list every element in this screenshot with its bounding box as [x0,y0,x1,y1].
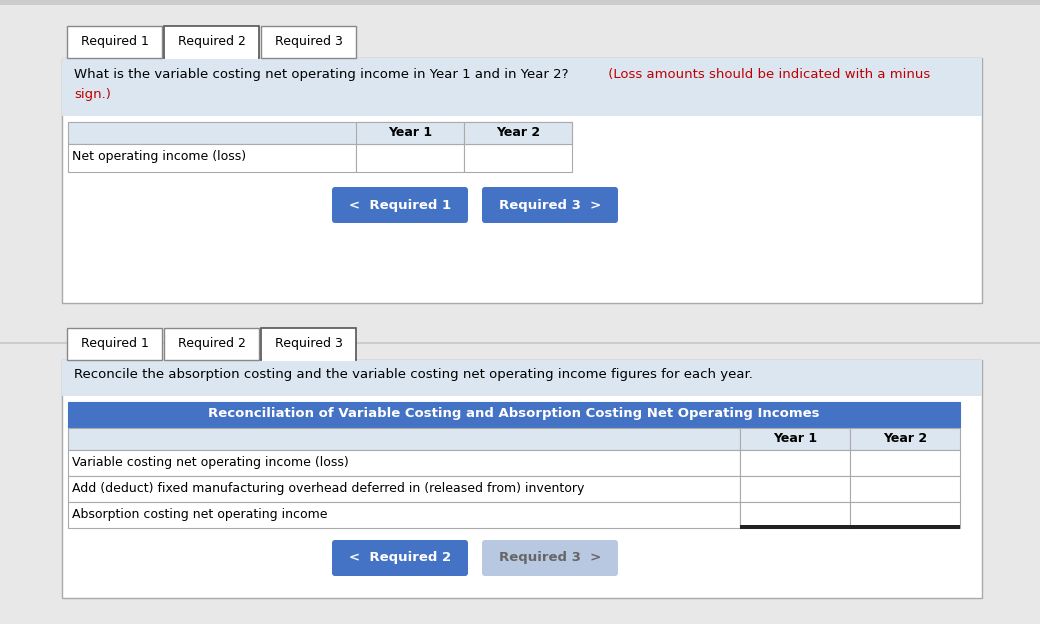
Text: sign.): sign.) [74,88,111,101]
Bar [165,56,258,59]
Bar [740,476,850,502]
Bar [62,58,982,303]
Text: Required 3  >: Required 3 > [499,552,601,565]
Bar [356,144,464,172]
Bar [740,428,850,450]
Bar [68,122,572,144]
Bar [62,58,982,116]
Text: Year 1: Year 1 [388,126,432,139]
Text: Year 2: Year 2 [496,126,540,139]
Text: Required 3: Required 3 [275,36,342,49]
Bar [740,525,960,527]
Bar [740,527,960,529]
Bar [0,342,1040,344]
FancyBboxPatch shape [332,540,468,576]
Bar [68,502,740,528]
Text: (Loss amounts should be indicated with a minus: (Loss amounts should be indicated with a… [604,68,930,81]
Text: Variable costing net operating income (loss): Variable costing net operating income (l… [72,456,348,469]
FancyBboxPatch shape [482,187,618,223]
Bar [68,402,960,428]
Bar [850,428,960,450]
Bar [850,476,960,502]
Bar [62,360,982,396]
Text: <  Required 2: < Required 2 [349,552,451,565]
FancyBboxPatch shape [332,187,468,223]
Text: Add (deduct) fixed manufacturing overhead deferred in (released from) inventory: Add (deduct) fixed manufacturing overhea… [72,482,584,495]
Text: Year 2: Year 2 [883,432,927,445]
Bar [68,428,740,450]
Bar [261,26,356,58]
Text: Required 1: Required 1 [80,338,149,351]
Text: What is the variable costing net operating income in Year 1 and in Year 2?: What is the variable costing net operati… [74,68,569,81]
Bar [464,144,572,172]
Bar [68,144,356,172]
Bar [740,502,850,528]
Bar [262,358,355,361]
Text: Required 3: Required 3 [275,338,342,351]
Bar [464,122,572,144]
Text: Absorption costing net operating income: Absorption costing net operating income [72,508,328,521]
Text: Reconcile the absorption costing and the variable costing net operating income f: Reconcile the absorption costing and the… [74,368,753,381]
Bar [164,26,259,58]
Bar [740,450,850,476]
Text: Net operating income (loss): Net operating income (loss) [72,150,246,163]
Bar [62,360,982,598]
Bar [67,328,162,360]
Bar [261,328,356,360]
Bar [68,450,740,476]
Bar [67,26,162,58]
Text: Reconciliation of Variable Costing and Absorption Costing Net Operating Incomes: Reconciliation of Variable Costing and A… [208,407,820,420]
Text: Year 1: Year 1 [773,432,817,445]
Bar [850,450,960,476]
Bar [68,476,740,502]
Text: Required 3  >: Required 3 > [499,198,601,212]
Text: <  Required 1: < Required 1 [349,198,451,212]
Text: Required 2: Required 2 [178,338,245,351]
FancyBboxPatch shape [482,540,618,576]
Text: Required 2: Required 2 [178,36,245,49]
Text: Required 1: Required 1 [80,36,149,49]
Bar [0,0,1040,5]
Bar [850,502,960,528]
Bar [356,122,464,144]
Bar [164,328,259,360]
